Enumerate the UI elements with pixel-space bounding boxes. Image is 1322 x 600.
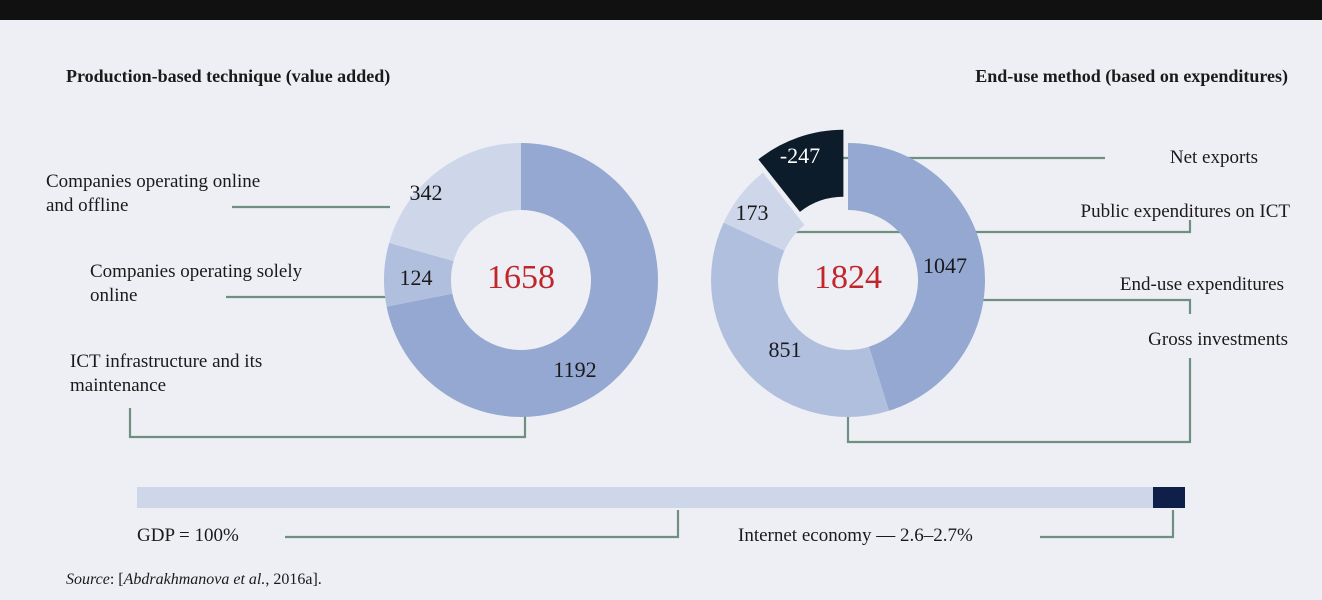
- data-label: 124: [400, 265, 433, 290]
- category-label: Public expenditures on ICT: [1080, 201, 1291, 222]
- leader-line: [285, 510, 680, 539]
- category-label: ICT infrastructure and its maintenance: [70, 351, 263, 396]
- category-label: Net exports: [1169, 147, 1258, 168]
- bar-label: GDP = 100%: [137, 525, 239, 546]
- leader-line: [1040, 510, 1175, 539]
- source-part: , 2016a].: [265, 571, 322, 588]
- chart-title: Production-based technique (value added): [66, 66, 391, 86]
- leader-line: [978, 298, 1192, 314]
- source-part: Abdrakhmanova et al.: [123, 571, 266, 588]
- data-label: 173: [736, 200, 769, 225]
- category-label: Companies operating solely online: [90, 261, 303, 306]
- data-label: 1047: [923, 253, 967, 278]
- center-total: 1824: [814, 259, 882, 296]
- donut-segment: [383, 242, 454, 307]
- internet-economy-bar: [1153, 487, 1185, 508]
- source: Source: [Abdrakhmanova et al., 2016a].: [66, 568, 322, 592]
- data-label: -247: [780, 143, 820, 168]
- source-part: Source: [66, 571, 110, 588]
- leader-line: [846, 358, 1192, 444]
- category-label: Gross investments: [1148, 329, 1288, 350]
- donut-segment: [389, 143, 521, 262]
- source-part: : [: [109, 571, 124, 588]
- donut-segment: [758, 129, 844, 212]
- chart-title: End-use method (based on expenditures): [975, 66, 1288, 86]
- donut-segment: [386, 143, 658, 417]
- gdp-bar: [137, 487, 1153, 508]
- data-label: 851: [769, 337, 802, 362]
- donut-segment: [723, 172, 805, 251]
- header-band: [0, 0, 1322, 20]
- category-label: Companies operating online and offline: [46, 171, 261, 216]
- leader-line: [128, 398, 527, 439]
- donut-segment: [848, 143, 985, 411]
- donut-segment: [711, 222, 889, 417]
- center-total: 1658: [487, 259, 555, 296]
- bar-label: Internet economy — 2.6–2.7%: [738, 525, 973, 546]
- data-label: 342: [410, 180, 443, 205]
- category-label: End-use expenditures: [1119, 274, 1284, 295]
- data-label: 1192: [553, 357, 596, 382]
